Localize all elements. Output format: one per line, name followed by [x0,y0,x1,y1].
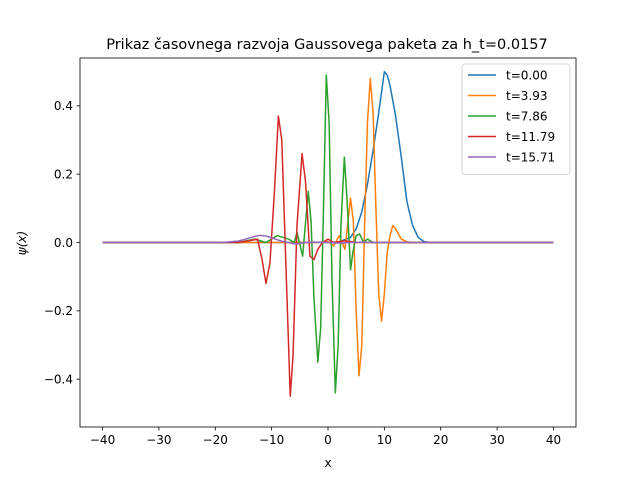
x-tick-label: 0 [324,433,332,447]
series-line-0 [102,70,554,244]
series-line-3 [102,115,554,397]
y-tick-label: 0.2 [54,167,73,181]
legend: t=0.00 t=3.93 t=7.86 t=11.79 t=15.71 [461,63,571,175]
series-line-4 [102,234,554,245]
x-tick-label: 20 [433,433,448,447]
x-tick-label: 40 [546,433,561,447]
x-tick-label: −20 [203,433,228,447]
y-tick-label: −0.4 [44,372,73,386]
plot-area [79,57,577,428]
x-tick-label: −10 [259,433,284,447]
legend-box [461,63,571,175]
x-tick-label: 30 [489,433,504,447]
y-tick-label: −0.2 [44,304,73,318]
axis-ticks: −40 −30 −20 −10 0 10 20 30 40 −0.4 −0.2 0.0 0.2 0.4 [44,99,561,447]
x-tick-label: −40 [90,433,115,447]
x-axis-title: x [324,456,331,470]
legend-label-0: t=0.00 [506,68,547,82]
chart-title: Prikaz časovnega razvoja Gaussovega pake… [106,37,548,53]
x-tick-label: −30 [146,433,171,447]
legend-label-1: t=3.93 [506,89,547,103]
series-line-2 [102,74,554,394]
legend-label-4: t=15.71 [506,150,555,164]
legend-label-2: t=7.86 [506,109,547,123]
y-tick-label: 0.4 [54,99,73,113]
y-tick-label: 0.0 [54,236,73,250]
legend-label-3: t=11.79 [506,130,555,144]
x-tick-label: 10 [377,433,392,447]
y-axis-title: ψ(x) [15,231,29,255]
